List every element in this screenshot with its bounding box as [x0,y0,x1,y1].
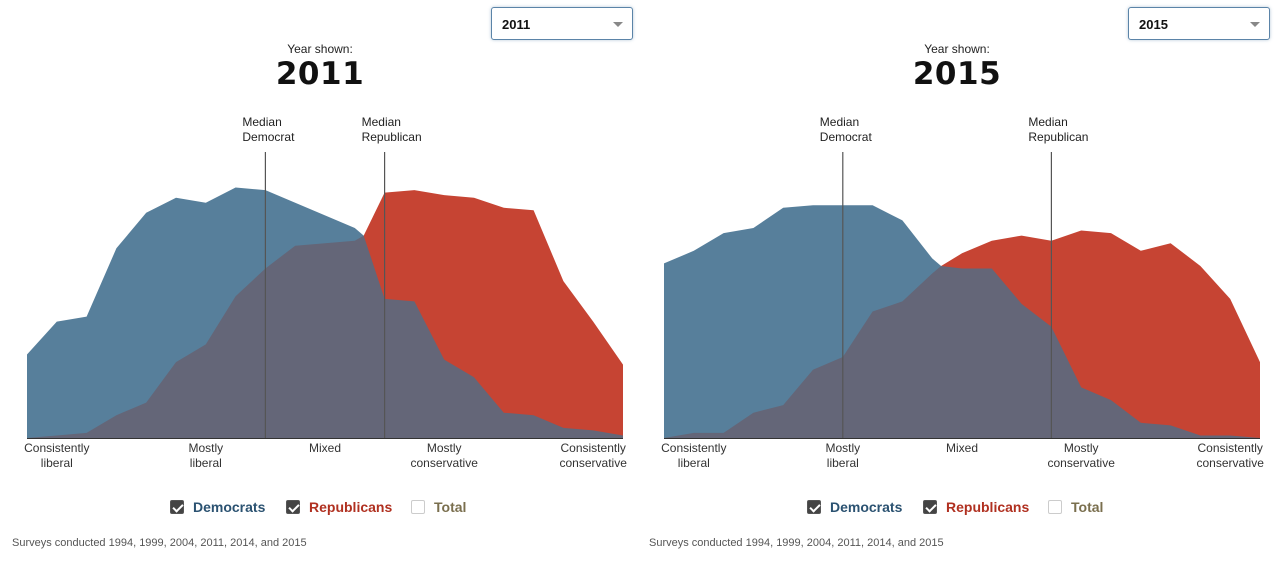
footnote: Surveys conducted 1994, 1999, 2004, 2011… [649,537,944,549]
checkbox-unchecked-icon [1048,500,1062,514]
x-tick-label: liberal [190,456,222,470]
year-select-value: 2011 [502,17,531,32]
x-tick-label: Consistently [561,441,626,455]
chevron-down-icon [613,22,623,27]
median-label: Median [362,115,401,129]
median-label: Republican [1028,130,1088,144]
chevron-down-icon [1250,22,1260,27]
ideology-area-chart: MedianDemocratMedianRepublicanConsistent… [24,115,628,470]
x-tick-label: conservative [411,456,479,470]
legend: Democrats Republicans Total [637,499,1277,519]
area-overlap [27,235,623,438]
checkbox-checked-icon [923,500,937,514]
chart-panel-2011: 2011 Year shown: 2011 Median Democrat Medi… [0,7,640,549]
median-label: Democrat [242,130,295,144]
legend-label-total: Total [434,499,467,515]
ideology-area-chart: MedianDemocratMedianRepublicanConsistent… [661,115,1265,470]
x-tick-label: conservative [560,456,628,470]
x-tick-label: Consistently [661,441,726,455]
year-select[interactable]: 2015 [1128,7,1270,40]
year-select-value: 2015 [1139,17,1168,32]
year-shown-label: Year shown: [924,42,990,56]
x-tick-label: liberal [41,456,73,470]
x-tick-label: Consistently [1198,441,1263,455]
x-tick-label: liberal [678,456,710,470]
year-shown-label: Year shown: [287,42,353,56]
legend-label-republicans: Republicans [309,499,393,515]
x-tick-label: liberal [827,456,859,470]
median-label: Republican [362,130,422,144]
footnote: Surveys conducted 1994, 1999, 2004, 2011… [12,537,307,549]
x-tick-label: Mostly [1064,441,1099,455]
x-tick-label: Mostly [188,441,223,455]
checkbox-checked-icon [807,500,821,514]
checkbox-checked-icon [286,500,300,514]
x-tick-label: Mostly [427,441,462,455]
legend: Democrats Republicans Total [0,499,640,519]
median-label: Median [1028,115,1067,129]
area-overlap [664,266,1260,438]
x-tick-label: Mostly [825,441,860,455]
year-shown-value: 2011 [275,56,365,92]
year-select[interactable]: 2011 [491,7,633,40]
median-label: Democrat [820,130,873,144]
year-shown-value: 2015 [912,56,1002,92]
median-label: Median [820,115,859,129]
legend-label-democrats: Democrats [830,499,903,515]
x-tick-label: conservative [1197,456,1265,470]
x-tick-label: Mixed [309,441,341,455]
checkbox-checked-icon [170,500,184,514]
checkbox-unchecked-icon [411,500,425,514]
x-tick-label: Mixed [946,441,978,455]
legend-label-democrats: Democrats [193,499,266,515]
x-tick-label: Consistently [24,441,89,455]
legend-label-republicans: Republicans [946,499,1030,515]
x-tick-label: conservative [1048,456,1116,470]
median-label: Median [242,115,281,129]
chart-panel-2015: 2015 Year shown: 2015 Median Democrat Medi… [637,0,1277,563]
legend-label-total: Total [1071,499,1104,515]
